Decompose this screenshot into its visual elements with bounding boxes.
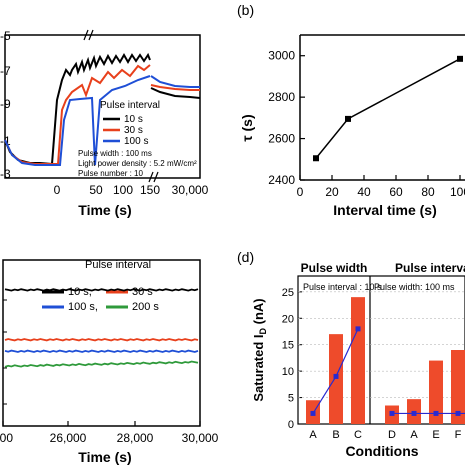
c-xaxis-label: Time (s) [78,449,131,465]
d-xtick-1: B [332,429,339,441]
d-bar-2 [351,297,365,424]
b-yaxis-label: τ (s) [239,114,255,141]
d-xtick-4: A [410,429,418,441]
c-series-3 [4,360,199,368]
d-ytick-3: 15 [282,340,294,352]
d-xtick-6: F [455,429,462,441]
axis-break-mark [83,29,159,183]
b-xtick-2: 40 [357,185,371,199]
c-legend-100s: 100 s, [68,301,98,313]
panel-c-frame [2,259,201,427]
d-line-point-1 [333,373,339,379]
panel-b-label: (b) [237,2,254,18]
d-line-point-4 [411,410,417,416]
a-annotation-pulse-width: Pulse width : 100 ms [78,149,152,158]
b-xtick-1: 20 [325,185,339,199]
panel-a: -5 -7 -9 -1 -3 Pulse interval 10 s 30 s … [0,29,209,218]
d-bar-1 [329,334,343,424]
a-legend-10s: 10 s [124,114,143,125]
b-xtick-5: 100 [450,185,465,199]
d-line-point-2 [355,326,361,332]
a-xtick-0: 0 [54,183,61,197]
panel-d: (d) Pulse width Pulse interva Pulse inte… [237,249,465,459]
a-annotation-power-density: Light power density : 5.2 mW/cm² [78,159,197,168]
c-series-2 [4,349,199,353]
b-xtick-0: 0 [297,185,304,199]
panel-d-label: (d) [237,249,254,265]
c-xtick-2: 28,000 [117,431,154,445]
c-xtick-1: 26,000 [50,431,87,445]
a-ytick-0: -5 [0,29,11,43]
d-ytick-2: 10 [282,366,294,378]
d-xtick-0: A [309,429,317,441]
d-line-point-6 [455,410,461,416]
d-xaxis-label: Conditions [345,443,418,459]
a-series-10s [4,52,201,166]
b-xaxis-label: Interval time (s) [333,202,436,218]
b-ytick-3: 3000 [268,49,295,63]
c-legend-title: Pulse interval [85,259,151,271]
d-line-point-0 [310,410,316,416]
a-series-100s [4,75,200,166]
d-ytick-1: 5 [288,393,294,405]
c-legend-10s: 10 s, [68,286,92,298]
d-group-title-width: Pulse width [301,261,368,275]
c-legend-30s: 30 s [132,286,153,298]
b-ytick-1: 2600 [268,132,295,146]
d-xtick-2: C [354,429,362,441]
d-ytick-0: 0 [288,419,294,431]
b-point-1 [345,115,351,122]
d-group-note-width: Pulse interval : 10 s [303,282,382,292]
d-group-note-interval: Pulse width: 100 ms [374,282,455,292]
a-ytick-1: -7 [0,64,11,78]
d-line-point-3 [389,410,395,416]
b-point-2 [457,55,463,62]
panel-a-frame [4,34,201,179]
d-bar-6 [451,350,465,424]
a-annotation-pulse-number: Pulse number : 10 [78,169,143,178]
a-xtick-4: 30,000 [172,183,209,197]
d-xtick-3: D [388,429,396,441]
d-line-point-5 [433,410,439,416]
b-xtick-3: 60 [389,185,403,199]
a-xtick-3: 150 [140,183,160,197]
a-legend-30s: 30 s [124,125,143,136]
d-group-title-interval: Pulse interva [395,261,465,275]
a-ytick-4: -3 [0,167,11,181]
a-xtick-2: 100 [113,183,133,197]
panel-d-frame [297,275,465,425]
d-yaxis-label: Saturated ID (nA) [251,298,268,401]
a-legend-title: Pulse interval [100,100,160,111]
d-xtick-5: E [432,429,439,441]
c-xtick-3: 30,000 [182,431,219,445]
panel-c: Pulse interval 10 s, 30 s 100 s, 200 s T… [0,259,219,465]
c-series-0 [4,288,199,292]
b-ytick-0: 2400 [268,173,295,187]
a-legend-100s: 100 s [124,136,148,147]
b-point-0 [313,155,319,162]
a-xtick-1: 50 [89,183,103,197]
b-xtick-4: 80 [421,185,435,199]
d-bar-5 [429,360,443,424]
a-xaxis-label: Time (s) [78,202,131,218]
c-legend-200s: 200 s [132,301,159,313]
a-ytick-2: -9 [0,97,11,111]
d-ytick-4: 20 [282,313,294,325]
panel-b: (b) τ (s) Interval time (s) 2400 2600 2800… [237,2,465,218]
c-xtick-0: 000 [0,431,13,445]
c-series-1 [4,338,199,342]
b-ytick-2: 2800 [268,90,295,104]
b-series-line [315,58,461,159]
d-ytick-5: 25 [282,287,294,299]
